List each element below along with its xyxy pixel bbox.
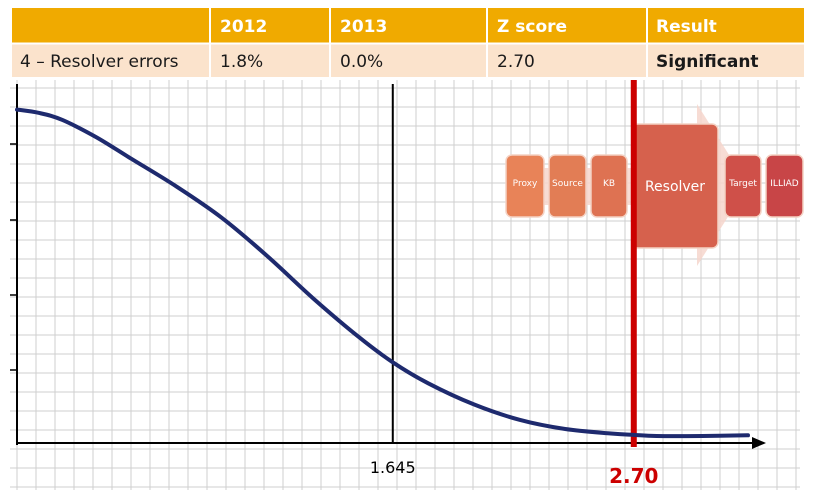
- table-header-result: Result: [656, 17, 717, 37]
- table-header-zscore: Z score: [497, 17, 567, 37]
- flow-box-label-target: Target: [728, 179, 757, 189]
- reference-value-label: 1.645: [370, 458, 416, 477]
- process-flow-diagram: Proxy Source KB Resolver Target ILLIAD: [505, 104, 804, 266]
- flow-box-illiad: [765, 154, 804, 218]
- flow-box-label-proxy: Proxy: [513, 179, 538, 189]
- flow-box-source: [548, 154, 587, 218]
- flow-box-label-kb: KB: [603, 179, 615, 189]
- flow-box-label-illiad: ILLIAD: [770, 179, 798, 189]
- table-header-2013: 2013: [340, 17, 387, 37]
- critical-value-label: 2.70: [609, 464, 658, 488]
- flow-box-label-source: Source: [552, 179, 583, 189]
- table-cell-category: 4 – Resolver errors: [20, 52, 179, 72]
- chart-marks: 1.645 2.70: [15, 80, 750, 488]
- table-cell-2013: 0.0%: [340, 52, 383, 72]
- table-header-row: [12, 8, 804, 43]
- table-cell-2012: 1.8%: [220, 52, 263, 72]
- table-header-2012: 2012: [220, 17, 267, 37]
- flow-box-target: [724, 154, 762, 218]
- x-axis-arrowhead: [752, 437, 766, 449]
- flow-box-kb: [590, 154, 628, 218]
- density-curve: [15, 107, 750, 439]
- table-cell-result: Significant: [656, 52, 759, 72]
- results-table: 2012 2013 Z score Result 4 – Resolver er…: [12, 8, 804, 77]
- flow-box-label-resolver: Resolver: [645, 179, 705, 195]
- flow-box-proxy: [505, 154, 545, 218]
- table-cell-zscore: 2.70: [497, 52, 535, 72]
- table-data-row: [12, 44, 804, 77]
